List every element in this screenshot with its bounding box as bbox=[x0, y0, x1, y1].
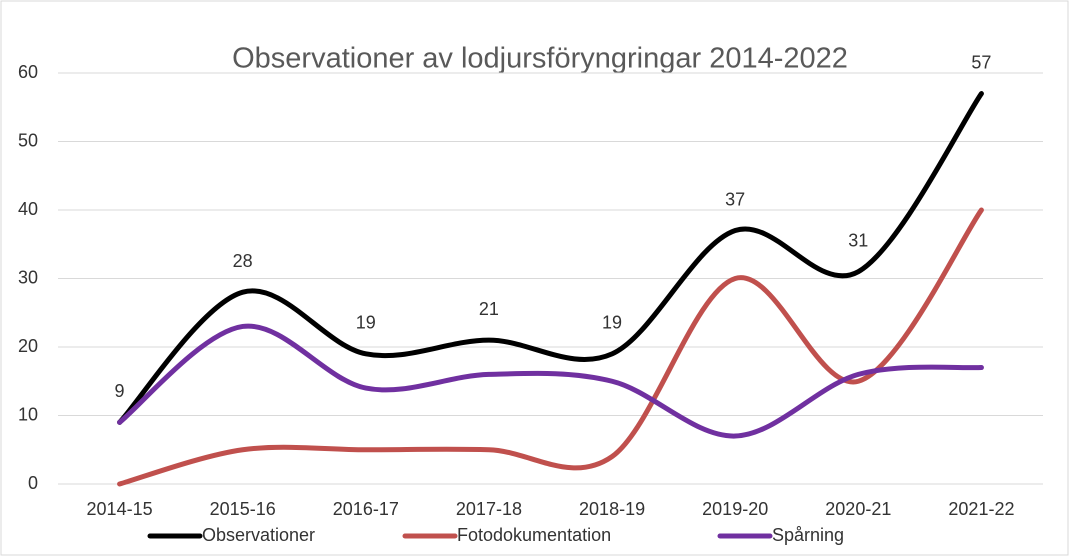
data-label: 57 bbox=[971, 52, 991, 72]
data-label: 21 bbox=[479, 299, 499, 319]
series-line bbox=[117, 207, 984, 487]
data-label: 37 bbox=[725, 189, 745, 209]
data-label: 9 bbox=[115, 381, 125, 401]
x-tick-label: 2017-18 bbox=[456, 499, 522, 519]
legend-label: Spårning bbox=[772, 525, 844, 545]
x-tick-label: 2021-22 bbox=[948, 499, 1014, 519]
data-label: 28 bbox=[233, 251, 253, 271]
x-tick-label: 2019-20 bbox=[702, 499, 768, 519]
x-tick-label: 2020-21 bbox=[825, 499, 891, 519]
x-tick-label: 2016-17 bbox=[333, 499, 399, 519]
y-tick-label: 40 bbox=[18, 199, 38, 219]
y-tick-label: 0 bbox=[28, 473, 38, 493]
series-line bbox=[117, 91, 984, 425]
y-tick-label: 20 bbox=[18, 336, 38, 356]
y-tick-label: 30 bbox=[18, 267, 38, 287]
data-label: 31 bbox=[848, 230, 868, 250]
chart-title: Observationer av lodjursföryngringar 201… bbox=[232, 43, 848, 75]
data-label: 19 bbox=[356, 313, 376, 333]
x-tick-label: 2014-15 bbox=[87, 499, 153, 519]
data-label: 19 bbox=[602, 313, 622, 333]
y-tick-label: 50 bbox=[18, 130, 38, 150]
y-tick-label: 10 bbox=[18, 404, 38, 424]
y-tick-label: 60 bbox=[18, 62, 38, 82]
x-tick-label: 2015-16 bbox=[210, 499, 276, 519]
legend-label: Fotodokumentation bbox=[457, 525, 611, 545]
x-tick-label: 2018-19 bbox=[579, 499, 645, 519]
legend-label: Observationer bbox=[202, 525, 315, 545]
series-line bbox=[117, 323, 984, 439]
